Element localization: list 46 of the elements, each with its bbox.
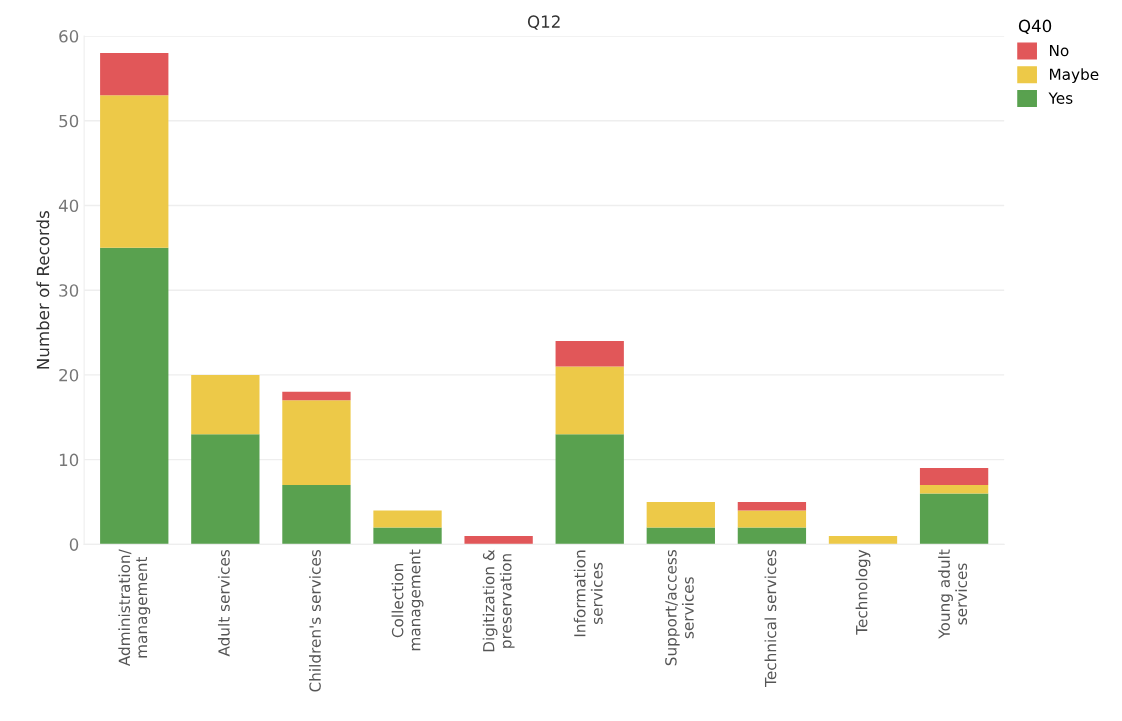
bar <box>919 468 989 486</box>
y-tick-label: 30 <box>59 284 79 297</box>
bar <box>282 485 351 545</box>
bar <box>555 366 624 435</box>
y-tick-label: 40 <box>58 199 79 213</box>
chart-title: Q12 <box>527 15 560 30</box>
x-tick-label: Technology <box>855 549 871 635</box>
bar <box>100 95 169 248</box>
bar <box>282 391 351 401</box>
bar <box>737 510 807 528</box>
legend-label: Yes <box>1048 92 1073 104</box>
bar <box>919 485 989 494</box>
bar <box>555 341 624 367</box>
bar <box>646 527 715 545</box>
bar <box>464 535 533 545</box>
bar <box>555 434 624 545</box>
y-tick-label: 0 <box>69 538 79 551</box>
bar <box>373 510 442 528</box>
x-tick-label: Children's services <box>309 549 321 692</box>
x-tick-label: Support/access services <box>665 549 694 666</box>
bar <box>919 493 989 545</box>
bar <box>737 502 807 511</box>
x-tick-label: Digitization & preservation <box>482 549 515 652</box>
bar <box>100 52 169 96</box>
x-tick-label: Administration/ management <box>118 549 151 667</box>
bar <box>282 400 351 486</box>
bar <box>100 247 169 545</box>
legend-label: No <box>1049 44 1069 57</box>
bar <box>191 374 260 435</box>
legend-title: Q40 <box>1018 19 1052 35</box>
y-axis-title: Number of Records <box>36 211 50 369</box>
x-tick-label: Adult services <box>217 549 230 657</box>
bar <box>828 535 898 545</box>
bar <box>737 527 807 545</box>
x-tick-label: Collection management <box>391 549 424 651</box>
bar <box>373 527 442 545</box>
x-tick-label: Technical services <box>764 549 777 687</box>
y-tick-label: 60 <box>59 30 79 43</box>
bar <box>646 502 715 528</box>
legend-label: Maybe <box>1049 68 1099 84</box>
y-tick-label: 50 <box>59 114 79 128</box>
x-tick-label: Young adult services <box>938 549 968 639</box>
y-tick-label: 20 <box>59 368 79 382</box>
y-tick-label: 10 <box>59 453 79 467</box>
x-tick-label: Information services <box>573 550 603 637</box>
bar <box>191 434 260 545</box>
